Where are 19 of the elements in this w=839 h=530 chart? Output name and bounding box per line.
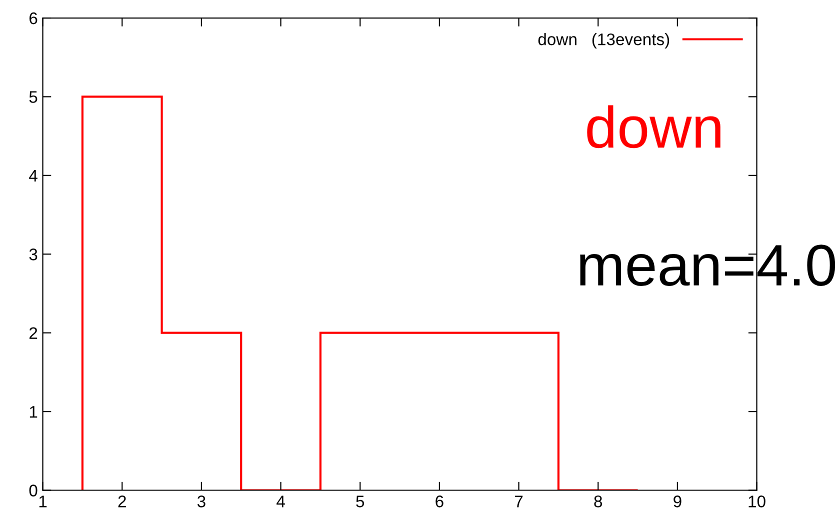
- x-tick-label: 7: [515, 496, 523, 508]
- legend-label: down (13events): [538, 33, 670, 49]
- x-tick-label: 2: [118, 496, 126, 508]
- y-tick-label: 4: [29, 170, 38, 182]
- x-tick-label: 10: [748, 496, 766, 508]
- y-tick-label: 0: [29, 484, 38, 496]
- y-tick-label: 3: [29, 248, 38, 260]
- annotation: down: [587, 105, 720, 148]
- y-tick-label: 5: [29, 91, 38, 103]
- x-tick-label: 4: [276, 496, 285, 508]
- y-tick-label: 2: [30, 327, 38, 339]
- x-tick-label: 3: [197, 496, 206, 508]
- x-tick-label: 1: [39, 496, 47, 508]
- x-tick-label: 9: [674, 496, 682, 508]
- y-tick-label: 6: [30, 12, 38, 24]
- x-tick-label: 5: [356, 496, 364, 508]
- x-tick-label: 8: [594, 496, 602, 508]
- y-tick-label: 1: [30, 406, 38, 418]
- x-tick-label: 6: [436, 496, 444, 508]
